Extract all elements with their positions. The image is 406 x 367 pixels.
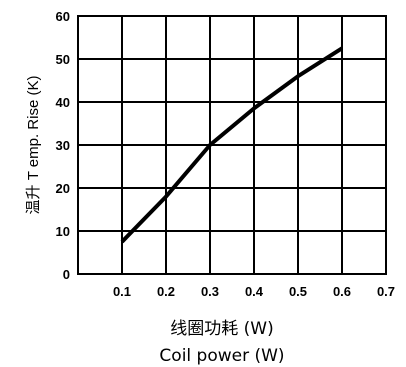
x-axis-label-english: Coil power (W) <box>159 346 284 366</box>
x-tick-label: 0.5 <box>289 284 307 299</box>
x-tick-label: 0.4 <box>245 284 264 299</box>
x-tick-label: 0.3 <box>201 284 219 299</box>
series-line <box>120 46 344 244</box>
plot-frame <box>77 15 387 275</box>
y-tick-label: 0 <box>63 267 70 282</box>
x-tick-labels: 0.1 0.2 0.3 0.4 0.5 0.6 0.7 <box>113 284 395 299</box>
y-tick-label: 20 <box>56 181 70 196</box>
y-axis-label: 温升 T emp. Rise (K) <box>25 76 42 215</box>
y-tick-labels: 0 10 20 30 40 50 60 <box>56 9 70 282</box>
x-tick-label: 0.2 <box>157 284 175 299</box>
x-tick-label: 0.6 <box>333 284 351 299</box>
x-axis-label-chinese: 线圈功耗 (W) <box>170 319 273 339</box>
x-tick-label: 0.7 <box>377 284 395 299</box>
y-tick-label: 40 <box>56 95 70 110</box>
y-tick-label: 60 <box>56 9 70 24</box>
grid-lines <box>78 16 386 274</box>
y-tick-label: 10 <box>56 224 70 239</box>
y-tick-label: 30 <box>56 138 70 153</box>
y-tick-label: 50 <box>56 52 70 67</box>
x-tick-label: 0.1 <box>113 284 131 299</box>
